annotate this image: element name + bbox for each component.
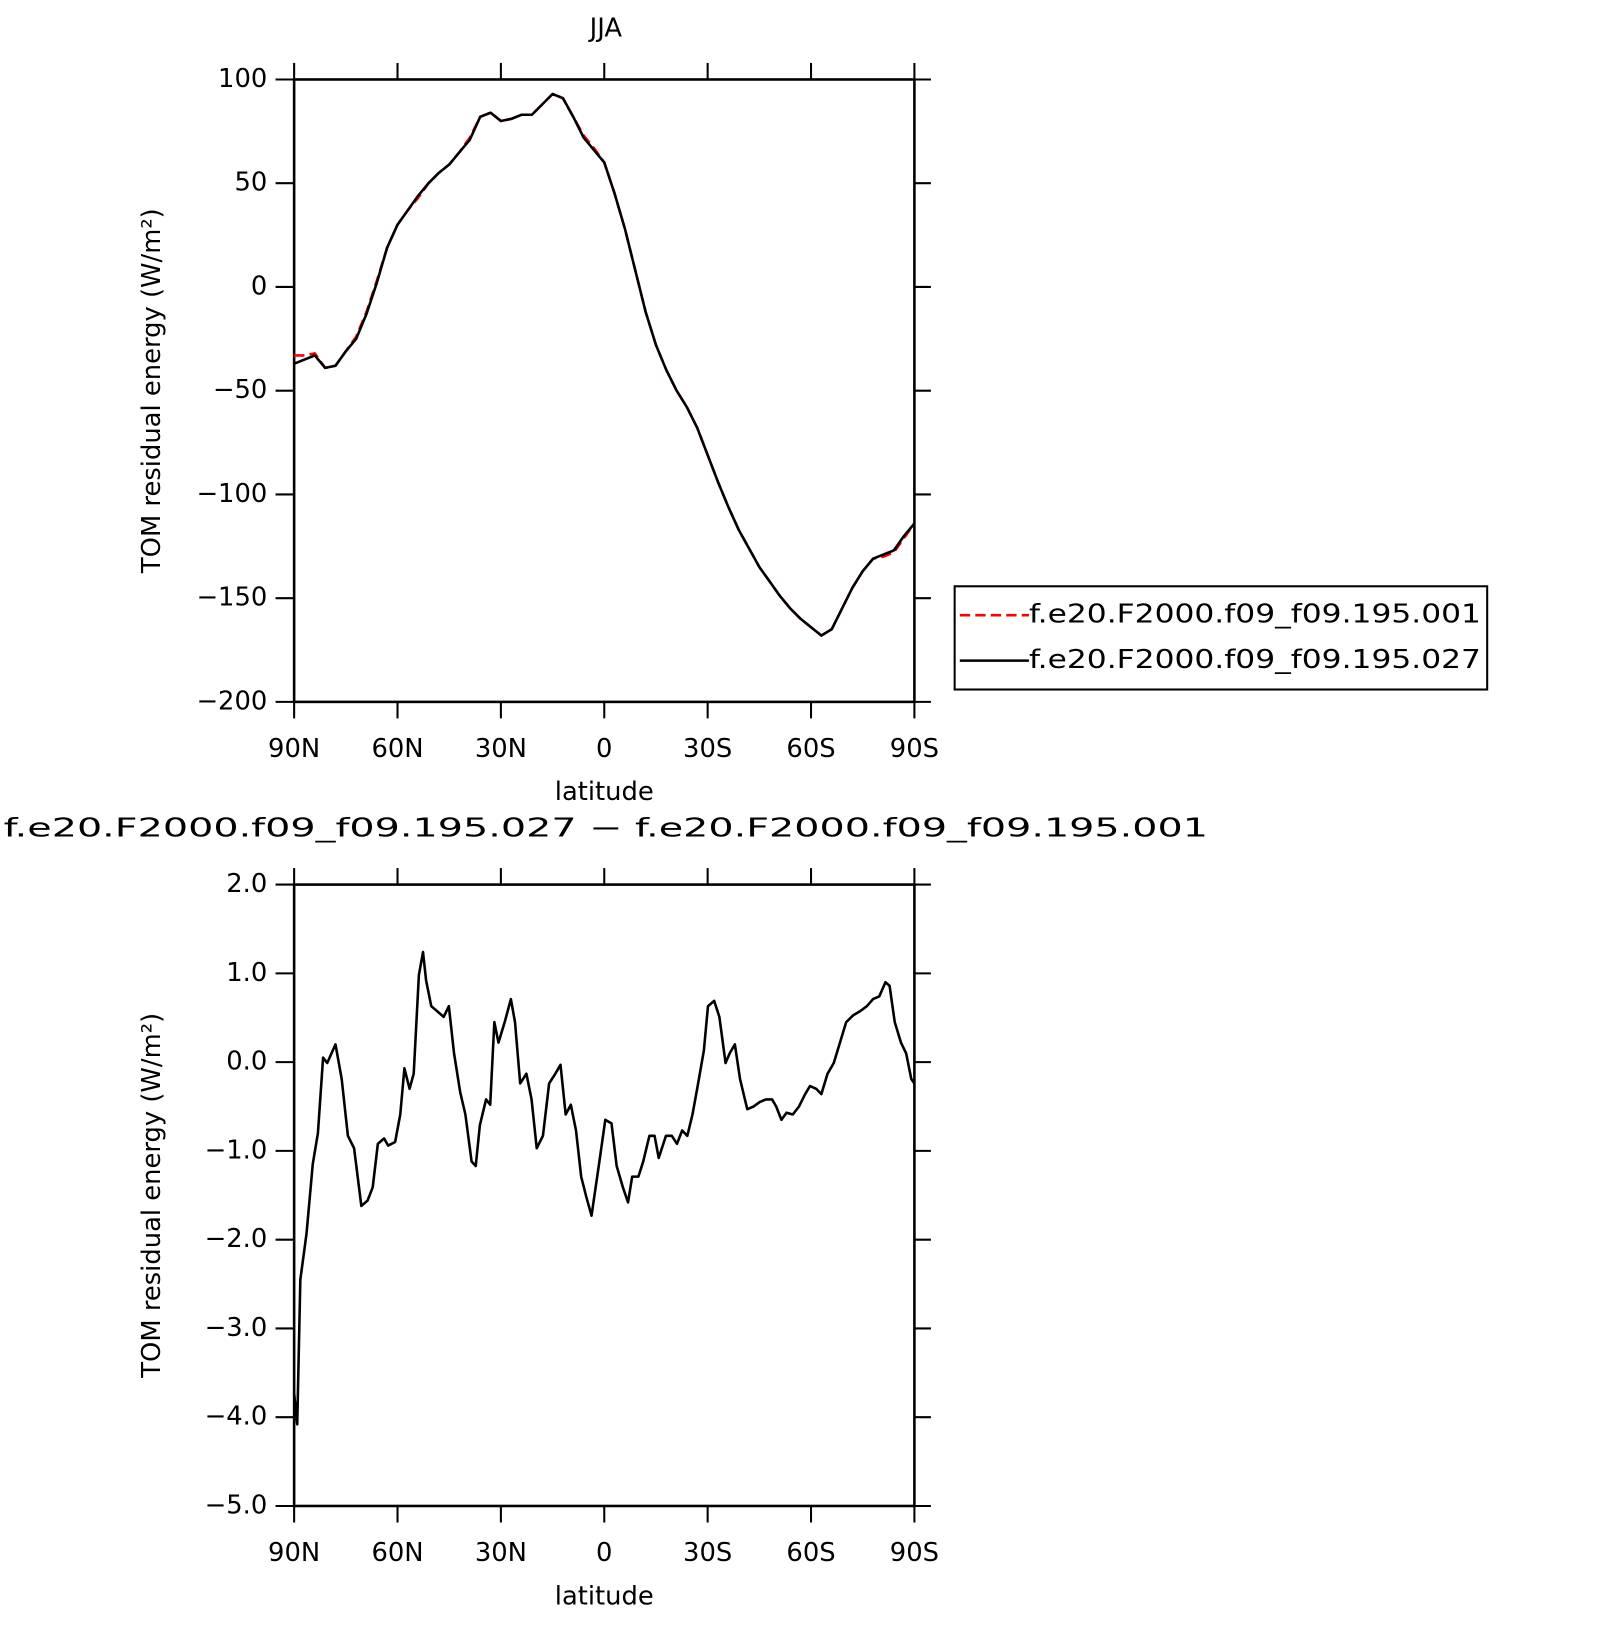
y-tick-label: 0.0 [226,1047,267,1077]
x-tick-label: 90S [890,734,939,764]
x-tick-label: 30S [683,734,732,764]
y-tick-label: −50 [213,375,267,405]
chart-title: f.e20.F2000.f09_f09.195.027 − f.e20.F200… [4,813,1208,843]
x-tick-label: 30N [475,734,527,764]
x-tick-label: 60S [786,734,835,764]
y-tick-label: −150 [196,583,267,613]
chart-title: JJA [588,13,623,43]
y-tick-label: −200 [196,686,267,716]
y-tick-label: −100 [196,479,267,509]
plot-frame [292,78,916,704]
x-tick-label: 90S [890,1538,939,1568]
data-line [292,950,916,1426]
x-tick-label: 30S [683,1538,732,1568]
plot-frame [292,883,916,1508]
y-tick-label: −2.0 [205,1224,268,1254]
x-tick-label: 60N [371,734,423,764]
y-tick-label: −5.0 [205,1490,268,1520]
y-tick-label: −4.0 [205,1402,268,1432]
x-tick-label: 90N [268,734,320,764]
x-axis-label: latitude [555,777,654,807]
x-tick-label: 0 [596,1538,612,1568]
y-tick-label: −3.0 [205,1313,268,1343]
x-tick-label: 30N [475,1538,527,1568]
y-axis-label: TOM residual energy (W/m²) [137,1013,167,1379]
y-tick-label: 1.0 [226,958,267,988]
legend-label: f.e20.F2000.f09_f09.195.027 [1029,645,1481,675]
legend-label: f.e20.F2000.f09_f09.195.001 [1029,600,1481,630]
x-tick-label: 60S [786,1538,835,1568]
y-tick-label: 50 [234,168,267,198]
y-axis-label: TOM residual energy (W/m²) [137,208,167,574]
y-tick-label: 100 [218,64,267,94]
y-tick-label: 0 [251,271,267,301]
y-tick-label: 2.0 [226,869,267,899]
x-axis-label: latitude [555,1581,654,1611]
x-tick-label: 0 [596,734,612,764]
data-line [293,92,916,637]
y-tick-label: −1.0 [205,1135,268,1165]
legend-box [953,585,1489,691]
x-tick-label: 90N [268,1538,320,1568]
x-tick-label: 60N [371,1538,423,1568]
